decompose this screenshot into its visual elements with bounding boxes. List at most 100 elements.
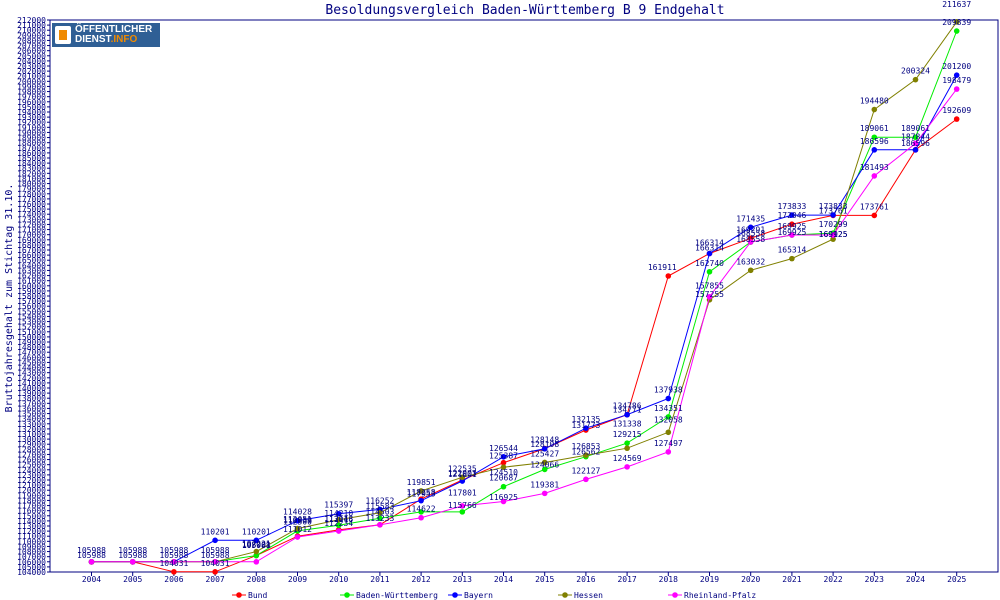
y-tick-label: 160000 — [17, 282, 46, 291]
y-tick-label: 164000 — [17, 261, 46, 270]
data-label: 126853 — [571, 442, 600, 451]
data-point-rheinland-pfalz — [830, 232, 836, 238]
data-label: 125387 — [489, 452, 518, 461]
data-label: 128108 — [530, 440, 559, 449]
y-tick-label: 147000 — [17, 348, 46, 357]
data-label: 110839 — [283, 516, 312, 525]
data-point-bund — [789, 221, 795, 228]
legend-label: Bayern — [464, 591, 493, 600]
data-point-bayern — [335, 510, 342, 517]
y-tick-label: 129000 — [17, 440, 46, 449]
data-point-bund — [665, 273, 672, 279]
y-tick-label: 132000 — [17, 425, 46, 434]
data-point-hessen — [830, 236, 836, 242]
data-label: 107221 — [242, 540, 271, 549]
y-tick-label: 110000 — [17, 537, 46, 546]
data-label: 125427 — [530, 449, 559, 458]
data-point-baden-w-rttemberg — [624, 440, 630, 446]
y-tick-label: 128000 — [17, 445, 46, 454]
data-point-rheinland-pfalz — [912, 140, 919, 147]
y-tick-label: 111000 — [17, 532, 46, 541]
y-tick-label: 184000 — [17, 159, 46, 168]
data-label: 173761 — [860, 202, 889, 211]
data-label: 113143 — [324, 514, 353, 523]
data-point-rheinland-pfalz — [500, 498, 507, 505]
y-tick-label: 106000 — [17, 558, 46, 567]
y-tick-label: 191000 — [17, 123, 46, 132]
data-label: 113233 — [365, 514, 394, 523]
y-tick-label: 189000 — [17, 134, 46, 143]
data-label: 173761 — [819, 206, 848, 215]
y-tick-label: 152000 — [17, 323, 46, 332]
x-tick-label: 2012 — [411, 575, 430, 584]
y-tick-label: 163000 — [17, 266, 46, 275]
data-label: 129215 — [613, 430, 642, 439]
y-tick-label: 143000 — [17, 369, 46, 378]
y-tick-label: 193000 — [17, 113, 46, 122]
y-tick-label: 115000 — [17, 512, 46, 521]
y-tick-label: 117000 — [17, 502, 46, 511]
y-tick-label: 171000 — [17, 226, 46, 235]
data-point-baden-w-rttemberg — [871, 134, 878, 141]
y-tick-label: 158000 — [17, 292, 46, 301]
data-label: 131338 — [613, 419, 642, 428]
y-tick-label: 186000 — [17, 149, 46, 158]
data-label: 114503 — [365, 507, 394, 516]
data-point-hessen — [418, 488, 424, 494]
x-tick-label: 2019 — [700, 575, 719, 584]
x-tick-label: 2020 — [741, 575, 760, 584]
x-tick-label: 2024 — [906, 575, 925, 584]
data-point-hessen — [335, 517, 342, 523]
data-point-bayern — [253, 537, 260, 544]
data-point-bayern — [912, 147, 919, 153]
data-label: 116925 — [489, 493, 518, 502]
legend-swatch-marker — [452, 592, 458, 598]
y-tick-label: 174000 — [17, 210, 46, 219]
data-point-bayern — [541, 445, 548, 452]
data-label: 132135 — [571, 415, 600, 424]
x-tick-label: 2023 — [865, 575, 884, 584]
y-tick-label: 137000 — [17, 399, 46, 408]
data-label: 112500 — [283, 518, 312, 527]
data-label: 105988 — [159, 551, 188, 560]
y-tick-label: 157000 — [17, 297, 46, 306]
data-point-hessen — [377, 509, 383, 516]
plot-area — [49, 19, 999, 573]
legend-label: Rheinland-Pfalz — [684, 591, 756, 600]
y-tick-label: 133000 — [17, 420, 46, 429]
y-tick-label: 151000 — [17, 328, 46, 337]
y-tick-label: 212000 — [17, 16, 46, 25]
y-tick-label: 142000 — [17, 374, 46, 383]
data-label: 165314 — [777, 246, 806, 255]
y-tick-label: 149000 — [17, 338, 46, 347]
site-logo[interactable]: ÖFFENTLICHER DIENST.INFO — [52, 23, 160, 47]
x-tick-label: 2004 — [82, 575, 101, 584]
data-label: 127497 — [654, 439, 683, 448]
data-point-baden-w-rttemberg — [541, 466, 548, 473]
y-tick-label: 185000 — [17, 154, 46, 163]
y-tick-label: 130000 — [17, 435, 46, 444]
y-tick-label: 126000 — [17, 456, 46, 465]
data-label: 120687 — [489, 474, 518, 483]
y-axis-ticks: 1040001050001060001070001080001090001100… — [17, 16, 50, 577]
data-label: 105988 — [159, 546, 188, 555]
data-label: 157855 — [695, 282, 724, 291]
data-label: 200324 — [901, 67, 930, 76]
y-tick-label: 204000 — [17, 57, 46, 66]
data-label: 124569 — [613, 454, 642, 463]
data-label: 172046 — [777, 211, 806, 220]
data-point-bayern — [706, 250, 713, 257]
data-label: 114028 — [283, 508, 312, 517]
y-tick-label: 118000 — [17, 496, 46, 505]
data-point-baden-w-rttemberg — [335, 522, 342, 529]
data-label: 169925 — [819, 230, 848, 239]
data-label: 115583 — [365, 502, 394, 511]
data-point-bayern — [665, 395, 672, 402]
data-point-bayern — [624, 411, 630, 418]
data-label: 170299 — [819, 220, 848, 229]
data-label: 116252 — [365, 496, 394, 505]
y-tick-label: 190000 — [17, 128, 46, 137]
data-label: 137938 — [654, 386, 683, 395]
data-label: 169925 — [777, 228, 806, 237]
